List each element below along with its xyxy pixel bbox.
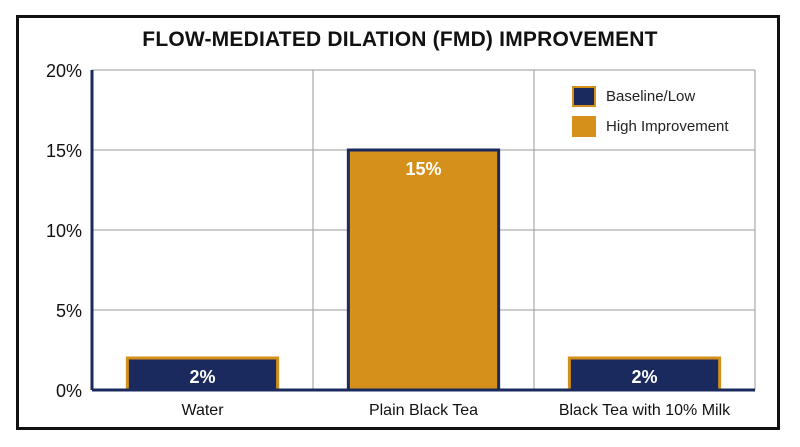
legend-item-baseline: Baseline/Low	[572, 84, 762, 108]
y-tick-label: 5%	[56, 301, 82, 321]
legend-swatch-baseline	[572, 85, 596, 107]
bar-value-label: 2%	[631, 367, 657, 387]
bar-value-label: 15%	[405, 159, 441, 179]
legend-swatch-high-improvement	[572, 115, 596, 137]
y-tick-label: 0%	[56, 381, 82, 401]
x-tick-label: Water	[181, 402, 224, 419]
bar-1	[346, 148, 501, 392]
bar-value-label: 2%	[189, 367, 215, 387]
chart-title: FLOW-MEDIATED DILATION (FMD) IMPROVEMENT	[142, 28, 658, 51]
legend-item-high-improvement: High Improvement	[572, 114, 762, 138]
x-tick-label: Black Tea with 10% Milk	[559, 402, 731, 419]
y-tick-label: 20%	[46, 61, 82, 81]
y-tick-label: 15%	[46, 141, 82, 161]
bar-0	[125, 356, 280, 392]
y-tick-label: 10%	[46, 221, 82, 241]
legend-label-baseline: Baseline/Low	[606, 87, 696, 105]
legend-label-high-improvement: High Improvement	[606, 117, 729, 135]
x-tick-label: Plain Black Tea	[369, 402, 478, 419]
